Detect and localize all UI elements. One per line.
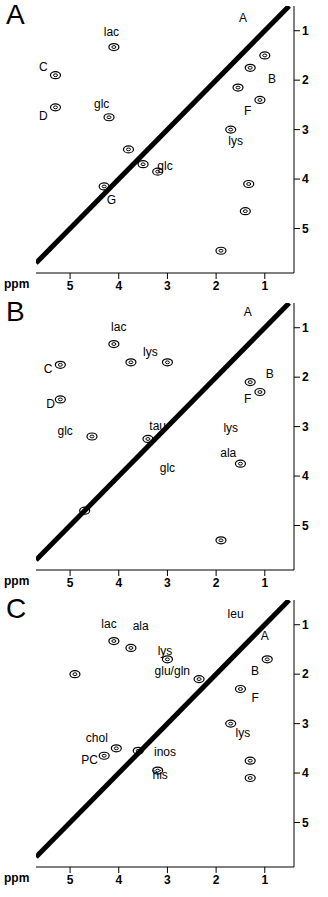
svg-text:lac: lac — [104, 25, 119, 39]
svg-text:C: C — [39, 60, 48, 74]
svg-text:4: 4 — [115, 576, 122, 590]
svg-text:lys: lys — [158, 644, 173, 658]
svg-text:F: F — [244, 104, 251, 118]
svg-text:glc: glc — [160, 461, 175, 475]
html-text:B: B — [6, 296, 25, 327]
svg-text:2: 2 — [302, 667, 309, 681]
svg-text:3: 3 — [302, 123, 309, 137]
svg-text:A: A — [261, 629, 269, 643]
svg-text:lac: lac — [111, 320, 126, 334]
svg-text:lys: lys — [236, 726, 251, 740]
svg-text:glu/gln: glu/gln — [155, 664, 190, 678]
html-text:ppm: ppm — [4, 574, 30, 588]
svg-text:2: 2 — [302, 370, 309, 384]
svg-text:F: F — [251, 691, 258, 705]
svg-text:glc: glc — [94, 97, 109, 111]
svg-text:3: 3 — [302, 420, 309, 434]
svg-text:4: 4 — [115, 279, 122, 293]
svg-text:5: 5 — [67, 279, 74, 293]
svg-text:B: B — [266, 367, 274, 381]
svg-text:glc: glc — [157, 159, 172, 173]
svg-text:lys: lys — [223, 421, 238, 435]
svg-text:5: 5 — [302, 222, 309, 236]
svg-text:glc: glc — [58, 424, 73, 438]
svg-text:2: 2 — [213, 279, 220, 293]
html-text:ppm: ppm — [4, 871, 30, 885]
svg-text:ala: ala — [220, 446, 236, 460]
svg-text:1: 1 — [302, 618, 309, 632]
svg-text:1: 1 — [261, 576, 268, 590]
svg-text:5: 5 — [67, 873, 74, 887]
svg-text:A: A — [239, 11, 247, 25]
svg-text:4: 4 — [302, 766, 309, 780]
svg-text:2: 2 — [213, 873, 220, 887]
svg-text:5: 5 — [67, 576, 74, 590]
svg-text:1: 1 — [261, 873, 268, 887]
svg-text:D: D — [39, 109, 48, 123]
svg-text:A: A — [244, 305, 252, 319]
svg-text:lac: lac — [101, 617, 116, 631]
svg-text:D: D — [46, 397, 55, 411]
svg-text:C: C — [44, 362, 53, 376]
svg-text:tau: tau — [149, 419, 166, 433]
svg-text:5: 5 — [302, 816, 309, 830]
svg-text:4: 4 — [302, 172, 309, 186]
svg-text:G: G — [107, 193, 116, 207]
html-text:ppm: ppm — [4, 277, 30, 291]
svg-text:1: 1 — [261, 279, 268, 293]
svg-text:ala: ala — [133, 619, 149, 633]
svg-text:3: 3 — [164, 576, 171, 590]
svg-text:1: 1 — [302, 24, 309, 38]
svg-text:F: F — [244, 392, 251, 406]
svg-text:inos: inos — [154, 745, 176, 759]
html-text:A: A — [6, 0, 25, 30]
svg-text:leu: leu — [228, 607, 244, 621]
svg-text:2: 2 — [213, 576, 220, 590]
svg-text:his: his — [152, 768, 167, 782]
svg-text:B: B — [251, 664, 259, 678]
svg-text:chol: chol — [86, 731, 108, 745]
svg-text:lys: lys — [143, 345, 158, 359]
svg-text:3: 3 — [164, 873, 171, 887]
svg-text:3: 3 — [302, 717, 309, 731]
svg-text:2: 2 — [302, 73, 309, 87]
svg-text:4: 4 — [302, 469, 309, 483]
svg-text:lys: lys — [228, 134, 243, 148]
svg-text:1: 1 — [302, 321, 309, 335]
svg-text:PC: PC — [81, 753, 98, 767]
svg-text:4: 4 — [115, 873, 122, 887]
svg-text:B: B — [268, 72, 276, 86]
html-text:C: C — [6, 593, 27, 624]
svg-text:3: 3 — [164, 279, 171, 293]
svg-text:5: 5 — [302, 519, 309, 533]
